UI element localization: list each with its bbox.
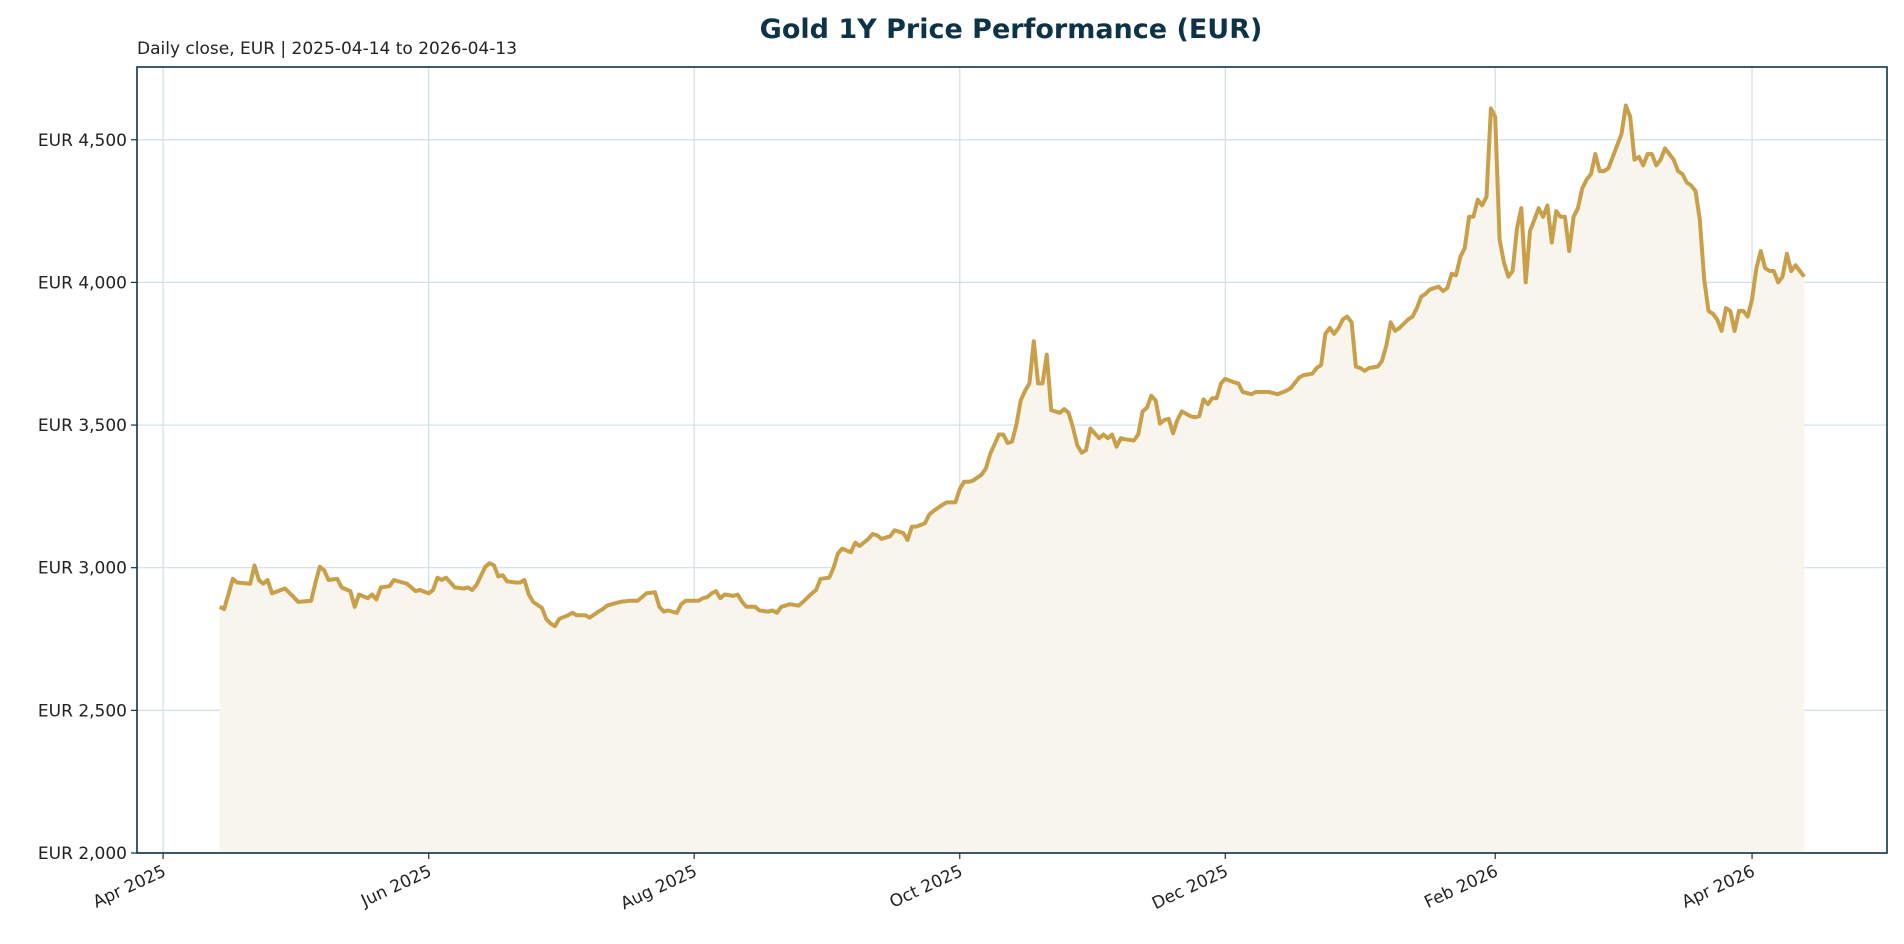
x-axis: Apr 2025 Jun 2025 Aug 2025 Oct 2025 Dec 2025…	[90, 853, 1758, 914]
x-tick-label: Aug 2025	[618, 861, 701, 914]
y-tick-label: EUR 4,500	[38, 131, 127, 151]
x-tick-label: Jun 2025	[357, 861, 435, 911]
y-tick-label: EUR 2,500	[38, 701, 127, 721]
x-tick-label: Apr 2026	[1679, 861, 1758, 912]
plot-frame	[136, 66, 1888, 854]
x-tick-label: Dec 2025	[1149, 861, 1231, 914]
chart-title: Gold 1Y Price Performance (EUR)	[760, 14, 1263, 45]
x-tick-label: Feb 2026	[1421, 861, 1501, 912]
y-axis: EUR 2,000 EUR 2,500 EUR 3,000 EUR 3,500 EUR …	[38, 131, 137, 864]
y-tick-label: EUR 4,000	[38, 273, 127, 293]
x-tick-label: Oct 2025	[887, 861, 966, 912]
chart-subtitle: Daily close, EUR | 2025-04-14 to 2026-04…	[137, 39, 517, 59]
y-tick-label: EUR 3,500	[38, 416, 127, 436]
price-area-fill	[219, 105, 1805, 853]
price-line	[218, 103, 1806, 629]
y-tick-label: EUR 2,000	[38, 844, 127, 864]
y-tick-label: EUR 3,000	[38, 559, 127, 579]
x-tick-label: Apr 2025	[90, 861, 169, 912]
